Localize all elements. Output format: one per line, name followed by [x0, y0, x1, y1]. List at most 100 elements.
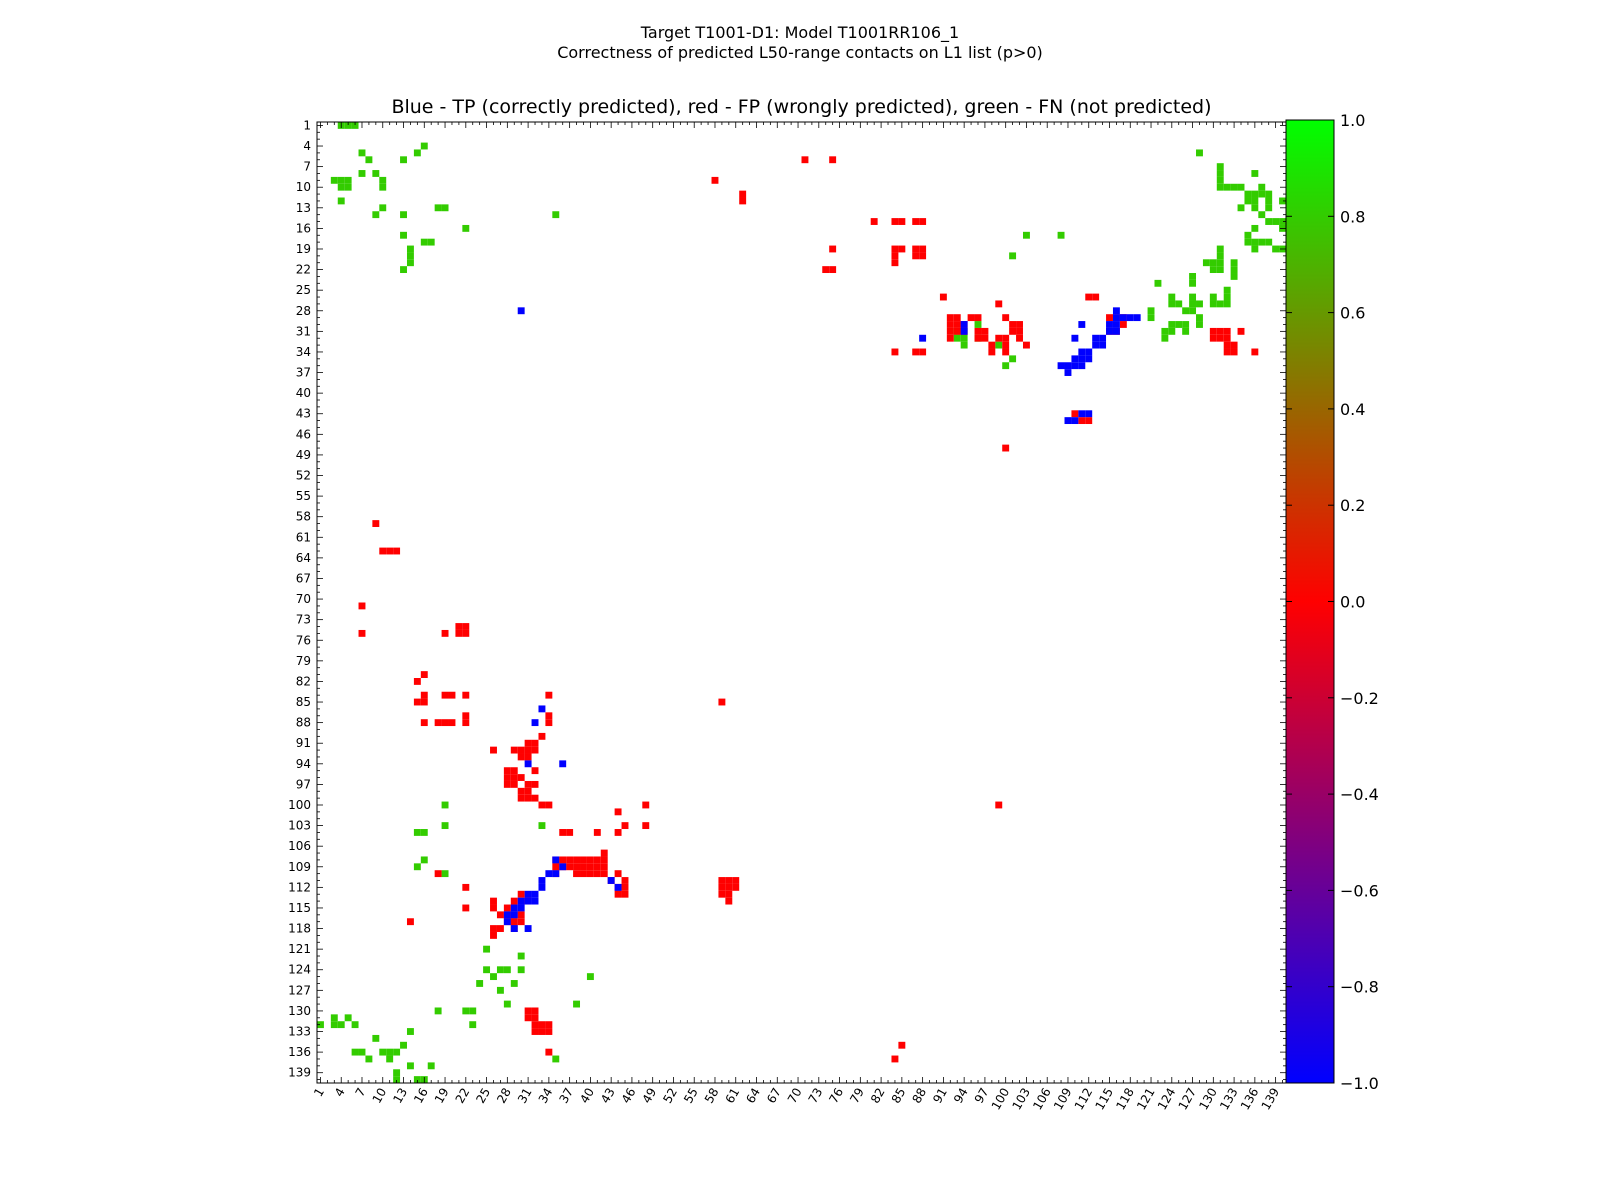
- fn-cell: [420, 238, 428, 246]
- x-tick-label: 40: [577, 1086, 597, 1106]
- colorbar-tick-label: 1.0: [1340, 111, 1365, 130]
- tp-cell: [531, 890, 539, 898]
- fn-cell: [1182, 307, 1190, 315]
- x-tick-label: 70: [785, 1086, 805, 1106]
- y-tick-label: 25: [296, 283, 311, 297]
- tp-cell: [607, 877, 615, 884]
- x-tick-label: 127: [1176, 1086, 1200, 1113]
- fn-cell: [483, 966, 491, 974]
- tp-cell: [552, 856, 560, 864]
- fp-cell: [614, 829, 622, 836]
- fn-cell: [1161, 327, 1169, 335]
- fp-cell: [586, 856, 594, 864]
- fn-cell: [344, 183, 352, 191]
- fp-cell: [974, 314, 982, 322]
- fp-cell: [912, 218, 920, 225]
- fn-cell: [1161, 334, 1169, 342]
- fp-cell: [531, 739, 539, 747]
- fp-cell: [580, 870, 587, 878]
- fp-cell: [919, 218, 927, 225]
- fp-cell: [524, 753, 532, 761]
- fp-cell: [545, 691, 553, 699]
- x-tick-label: 64: [743, 1086, 763, 1106]
- fn-cell: [400, 211, 407, 219]
- y-tick-label: 55: [296, 489, 311, 503]
- fn-cell: [386, 1055, 394, 1063]
- fn-cell: [1009, 355, 1017, 363]
- fn-cell: [1251, 170, 1259, 177]
- fp-cell: [614, 808, 622, 816]
- fp-cell: [538, 801, 546, 809]
- fn-cell: [400, 156, 407, 164]
- fn-cell: [1216, 183, 1224, 191]
- fn-cell: [427, 238, 435, 246]
- colorbar-tick-label: −0.8: [1340, 978, 1379, 997]
- fp-cell: [912, 348, 920, 356]
- fn-cell: [358, 1048, 366, 1056]
- y-tick-label: 136: [288, 1045, 311, 1059]
- fp-cell: [496, 911, 504, 919]
- fp-cell: [559, 829, 567, 836]
- fp-cell: [988, 341, 996, 349]
- fn-cell: [1189, 293, 1197, 301]
- fn-cell: [1209, 266, 1217, 274]
- fp-cell: [967, 314, 975, 322]
- tp-cell: [1064, 362, 1072, 370]
- tp-cell: [538, 705, 546, 713]
- fn-cell: [1216, 300, 1224, 308]
- fp-cell: [496, 925, 504, 932]
- fn-cell: [1196, 321, 1203, 328]
- x-tick-label: 58: [702, 1086, 722, 1106]
- y-tick-label: 91: [296, 736, 311, 750]
- x-axis-ticks: 1 4 7 10 13 16 19 22 25 28 31 34 37 40 43 46 49 52 55 58 61 6…: [311, 1086, 1282, 1113]
- fp-cell: [490, 931, 497, 939]
- y-tick-label: 46: [296, 427, 311, 441]
- fn-cell: [1168, 293, 1176, 301]
- fp-cell: [573, 863, 581, 871]
- fp-cell: [379, 547, 387, 555]
- fn-cell: [420, 856, 428, 864]
- tp-cell: [1112, 321, 1120, 328]
- x-tick-label: 136: [1238, 1086, 1262, 1113]
- fp-cell: [462, 629, 470, 637]
- colorbar-tick-label: 0.8: [1340, 207, 1365, 226]
- fp-cell: [490, 897, 497, 905]
- fn-cell: [317, 1021, 324, 1029]
- tp-cell: [552, 870, 560, 878]
- fn-cell: [1258, 183, 1266, 191]
- fp-cell: [801, 156, 809, 164]
- fp-cell: [420, 691, 428, 699]
- fp-cell: [531, 780, 539, 788]
- y-tick-label: 88: [296, 716, 311, 730]
- tp-cell: [545, 870, 553, 878]
- fp-cell: [829, 245, 837, 253]
- fp-cell: [1002, 444, 1010, 452]
- fp-cell: [517, 774, 525, 781]
- x-tick-label: 121: [1134, 1086, 1158, 1113]
- x-tick-label: 46: [619, 1086, 639, 1106]
- fn-cell: [400, 266, 407, 274]
- fn-cell: [1272, 218, 1280, 225]
- x-tick-label: 28: [494, 1086, 514, 1106]
- fp-cell: [490, 904, 497, 912]
- x-tick-label: 22: [453, 1086, 473, 1106]
- tp-cell: [1106, 321, 1113, 328]
- fn-cell: [406, 252, 414, 260]
- fn-cell: [379, 176, 387, 184]
- fp-cell: [455, 629, 463, 637]
- x-tick-label: 49: [640, 1086, 660, 1106]
- x-tick-label: 97: [972, 1086, 992, 1106]
- fn-cell: [469, 1021, 477, 1029]
- fn-cell: [1279, 218, 1286, 225]
- fp-cell: [732, 877, 740, 884]
- x-tick-label: 139: [1259, 1086, 1283, 1113]
- fp-cell: [441, 691, 449, 699]
- x-tick-label: 109: [1051, 1086, 1075, 1113]
- fp-cell: [434, 719, 442, 727]
- tp-cell: [517, 307, 525, 315]
- tp-cell: [503, 918, 511, 926]
- fn-cell: [1251, 245, 1259, 253]
- fn-cell: [413, 829, 421, 836]
- tp-cell: [510, 925, 518, 932]
- y-tick-label: 73: [296, 613, 311, 627]
